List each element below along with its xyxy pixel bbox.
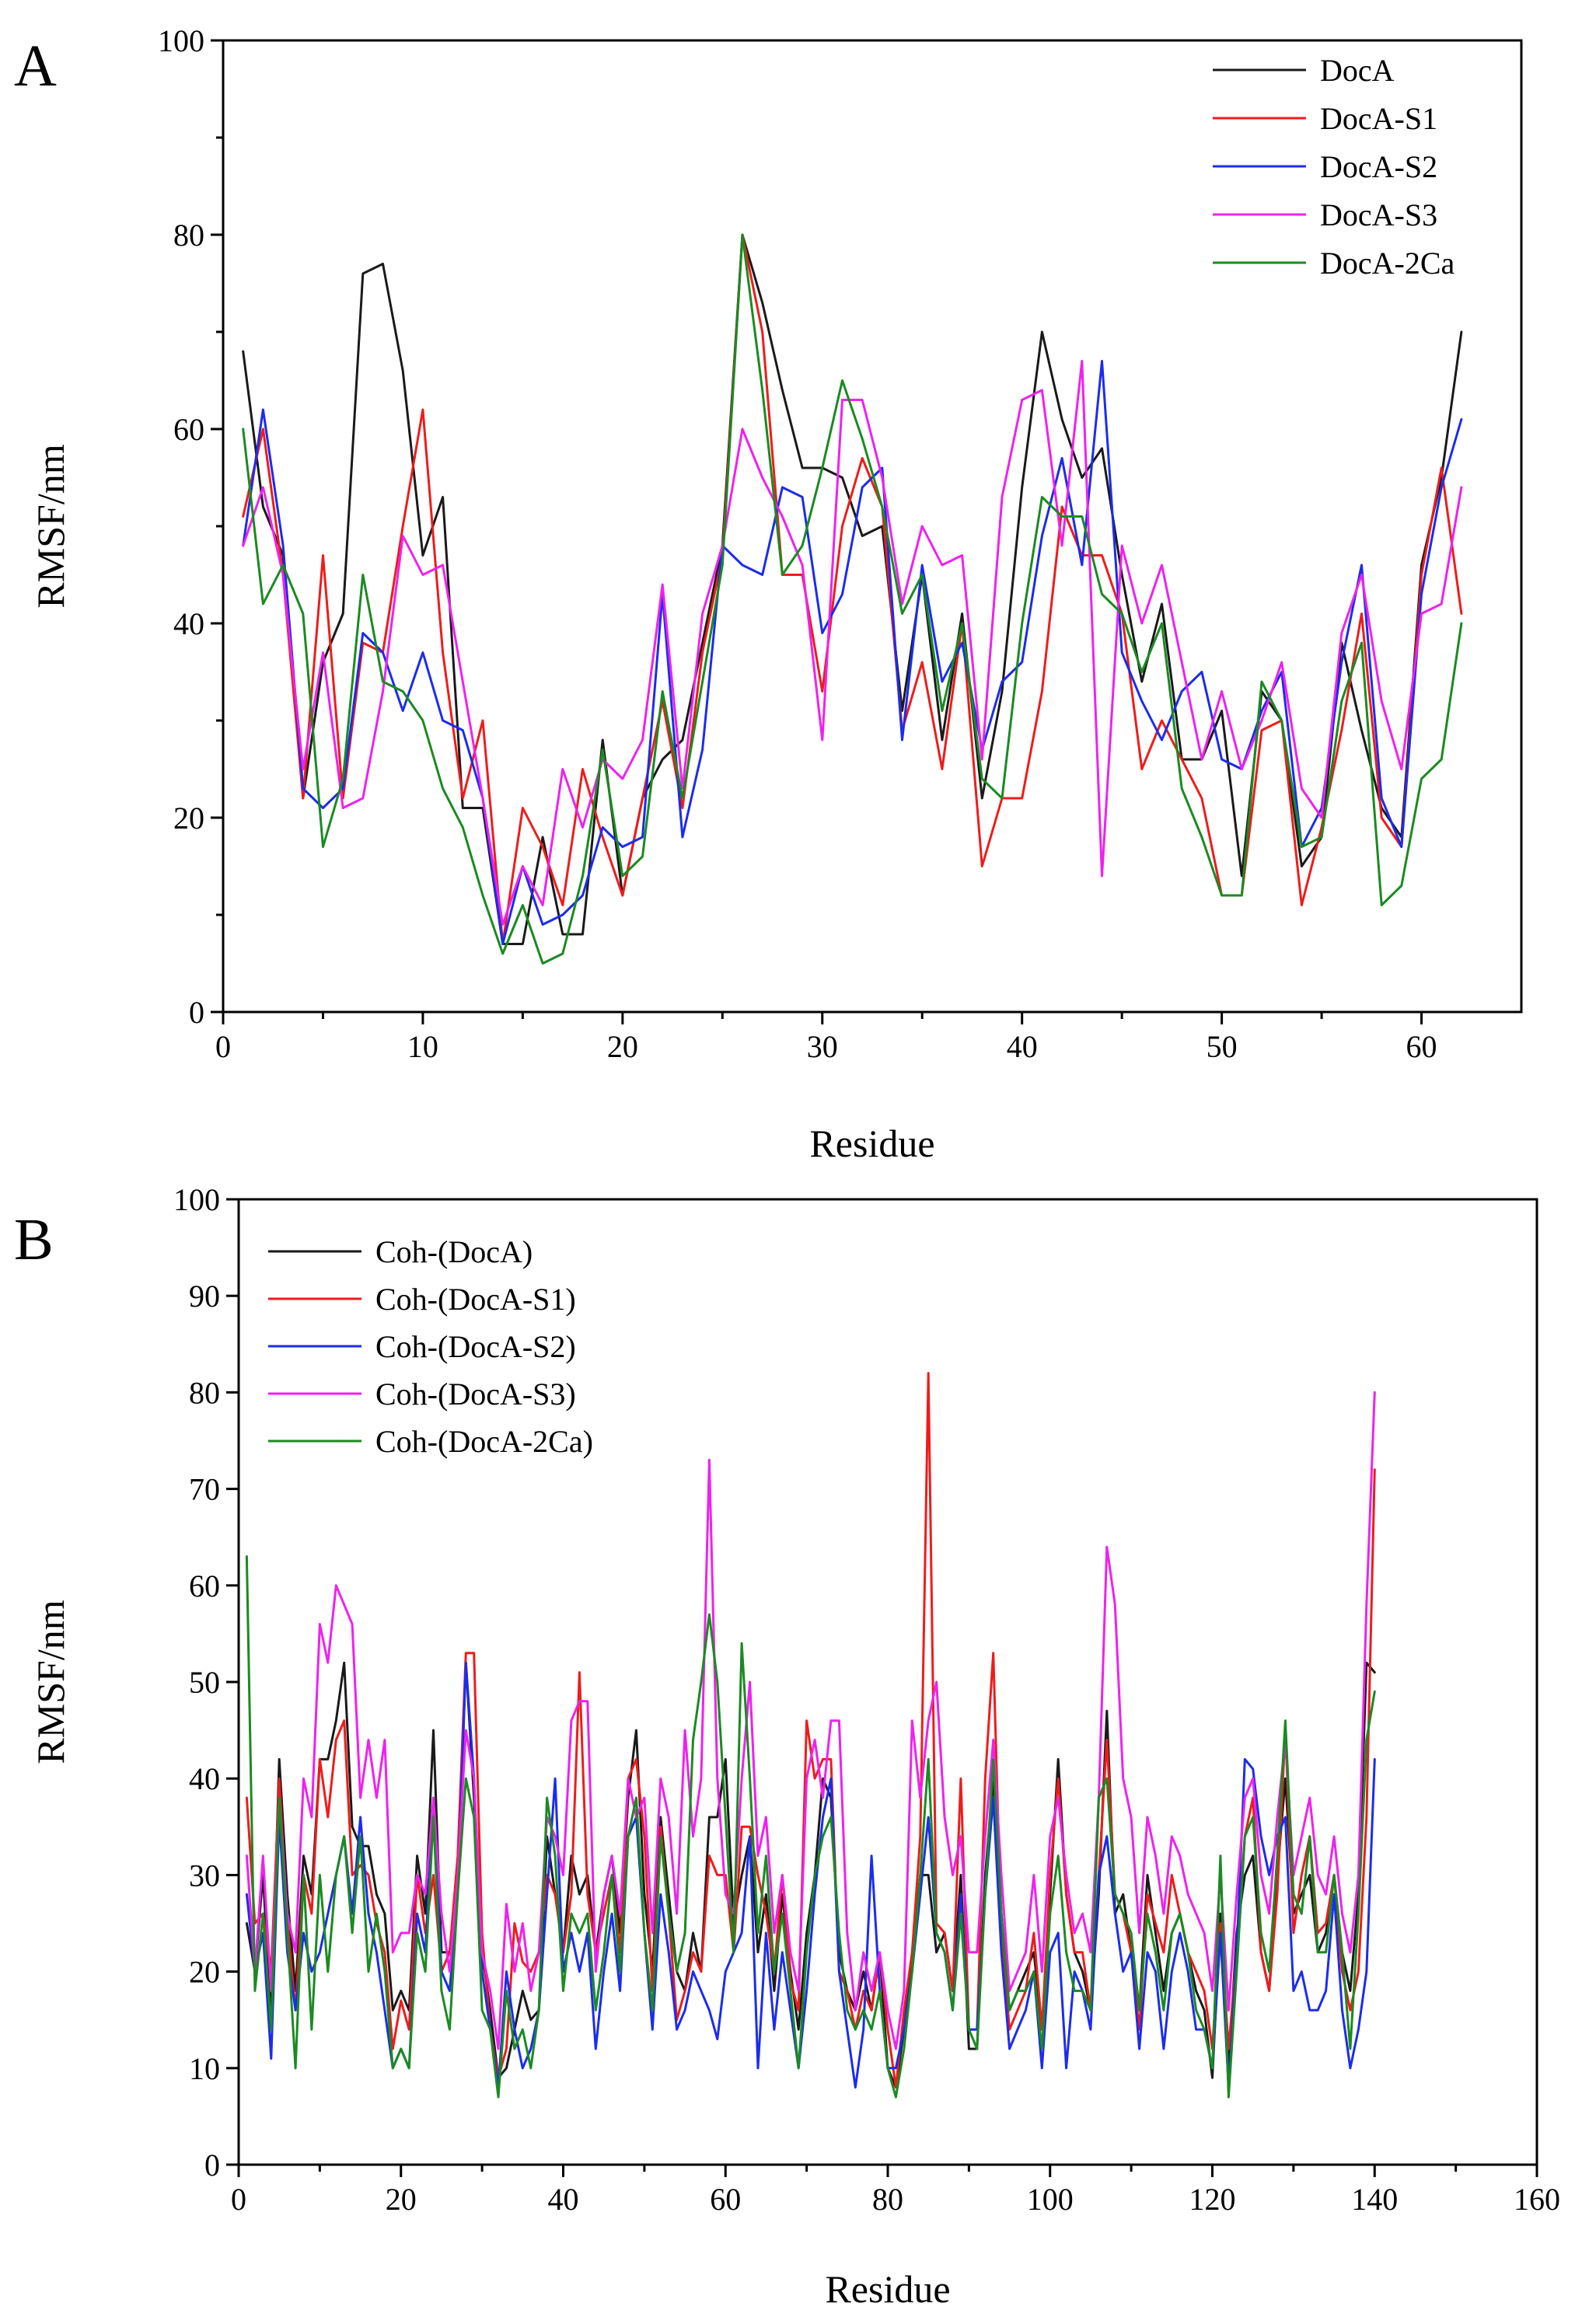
panel-a-y-tick-label: 80 [173,218,204,253]
panel-b-y-tick-label: 80 [189,1375,220,1410]
panel-a-x-tick-label: 60 [1406,1029,1437,1064]
panel-b-legend-label: Coh-(DocA-S2) [375,1329,576,1364]
panel-b-series-line-4 [245,1391,1376,2050]
panel-b-x-tick-label: 160 [1514,2182,1560,2217]
panel-a-y-axis-title: RMSF/nm [29,444,72,608]
panel-b-x-tick-label: 80 [872,2182,903,2217]
panel-a-legend-label: DocA-S3 [1320,197,1437,232]
panel-b-x-tick-label: 140 [1351,2182,1398,2217]
panel-b-x-tick-label: 120 [1189,2182,1236,2217]
panel-b-y-tick-label: 100 [173,1182,220,1217]
panel-a-x-tick-label: 40 [1007,1029,1038,1064]
panel-a-y-tick-label: 20 [173,801,204,836]
panel-a-x-tick-label: 0 [215,1029,231,1064]
panel-a-ticks: 0 10 20 30 40 50 60 0 20 40 60 80 100 [158,23,1437,1064]
panel-b-x-tick-label: 0 [231,2182,246,2217]
panel-b-x-tick-label: 20 [386,2182,417,2217]
panel-b-y-tick-label: 20 [189,1955,220,1990]
panel-b-x-tick-label: 60 [710,2182,741,2217]
panel-b-legend-label: Coh-(DocA-2Ca) [375,1424,593,1459]
panel-b-y-tick-label: 70 [189,1472,220,1507]
panel-b-legend-label: Coh-(DocA-S1) [375,1282,576,1317]
panel-b-chart: B 0 20 40 60 80 100 120 140 160 0 10 20 30 40 50 60 70 80… [14,1182,1560,2311]
panel-a-chart: A 0 10 20 30 40 50 60 0 20 40 60 80 100 Residue RMSF… [14,23,1523,1165]
panel-b-y-tick-label: 50 [189,1665,220,1700]
panel-a-x-tick-label: 30 [807,1029,838,1064]
panel-a-y-tick-label: 40 [173,606,204,641]
panel-a-series-line-2 [242,233,1463,945]
panel-a-x-tick-label: 20 [607,1029,638,1064]
panel-b-legend-label: Coh-(DocA-S3) [375,1377,576,1411]
panel-a-y-tick-label: 100 [158,23,204,58]
panel-a-y-tick-label: 0 [189,995,204,1030]
panel-a-legend-label: DocA-S2 [1320,149,1437,184]
panel-b-series-line-5 [245,1555,1376,2099]
panel-a-legend-label: DocA [1320,53,1395,88]
panel-b-x-axis-title: Residue [825,2267,950,2311]
panel-b-series-group [245,1372,1376,2099]
panel-b-y-axis-title: RMSF/nm [29,1600,72,1764]
panel-b-y-tick-label: 0 [204,2148,220,2183]
panel-b-y-tick-label: 10 [189,2051,220,2086]
panel-b-y-tick-label: 60 [189,1569,220,1603]
panel-a-legend-label: DocA-S1 [1320,101,1437,136]
panel-b-y-tick-label: 90 [189,1279,220,1314]
panel-b-x-tick-label: 40 [548,2182,579,2217]
panel-b-legend-label: Coh-(DocA) [375,1234,533,1269]
panel-a-legend: DocA DocA-S1 DocA-S2 DocA-S3 DocA-2Ca [1213,53,1455,281]
panel-a-series-group [242,233,1463,965]
panel-b-legend: Coh-(DocA) Coh-(DocA-S1) Coh-(DocA-S2) Coh-… [268,1234,593,1459]
panel-a-y-tick-label: 60 [173,412,204,447]
panel-b-label: B [14,1207,54,1272]
panel-a-x-tick-label: 10 [407,1029,438,1064]
panel-b-ticks: 0 20 40 60 80 100 120 140 160 0 10 20 30 40 50 60 70 80 90… [173,1182,1560,2217]
panel-a-x-tick-label: 50 [1207,1029,1238,1064]
panel-a-x-axis-title: Residue [809,1122,934,1165]
panel-b-x-tick-label: 100 [1027,2182,1074,2217]
panel-a-label: A [14,33,57,99]
panel-b-y-tick-label: 40 [189,1761,220,1796]
panel-a-legend-label: DocA-2Ca [1320,246,1455,281]
panel-a-series-line-5 [242,233,1463,965]
panel-b-y-tick-label: 30 [189,1858,220,1893]
